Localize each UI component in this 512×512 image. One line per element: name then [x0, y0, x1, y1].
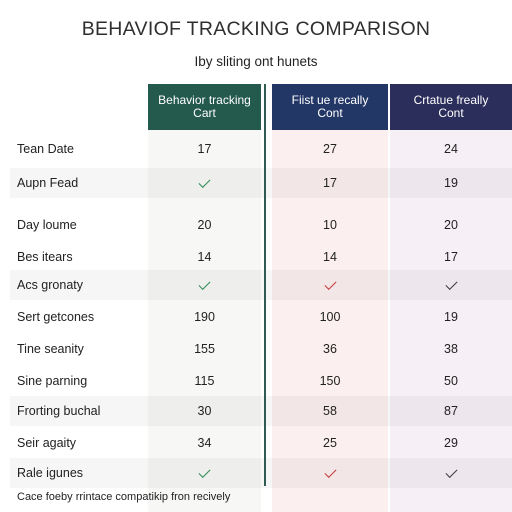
table-cell: 155 — [194, 342, 215, 356]
table-cell: 20 — [197, 218, 212, 232]
table-cell: 17 — [197, 142, 212, 156]
row-label: Sine parning — [17, 374, 88, 388]
row-label: Bes itears — [17, 250, 73, 264]
row-label: Frorting buchal — [17, 404, 101, 418]
column-header-line1: Behavior tracking — [158, 93, 251, 107]
row-label: Acs gronaty — [17, 278, 84, 292]
checkmark-icon — [198, 175, 211, 188]
column-header-creature-freally: Crtatue freally Cont — [390, 84, 512, 130]
table-cell: 17 — [323, 176, 337, 190]
checkmark-icon — [323, 277, 337, 290]
table-cell: 30 — [197, 404, 212, 418]
table-cell: 27 — [323, 142, 337, 156]
column-header-line2: Cont — [317, 106, 343, 120]
table-cell: 14 — [323, 250, 337, 264]
checkmark-icon — [323, 465, 337, 478]
table-cell: 50 — [444, 374, 458, 388]
table-cell: 29 — [444, 436, 458, 450]
table-cell: 87 — [444, 404, 458, 418]
table-row: Seir agaity 34 25 29 — [10, 428, 512, 458]
column-background-3 — [390, 130, 512, 512]
table-cell: 58 — [323, 404, 337, 418]
row-label: Tean Date — [17, 142, 74, 156]
table-cell: 36 — [323, 342, 337, 356]
row-label: Rale igunes — [17, 466, 84, 480]
row-label: Sert getcones — [17, 310, 95, 324]
table-cell: 34 — [197, 436, 212, 450]
table-cell: 25 — [323, 436, 337, 450]
checkmark-icon — [198, 465, 211, 478]
column-header-line2: Cont — [438, 106, 464, 120]
page-title: BEHAVIOF TRACKING COMPARISON — [81, 18, 431, 40]
table-cell: 17 — [444, 250, 458, 264]
table-row: Aupn Fead 17 19 — [10, 168, 512, 198]
row-label: Tine seanity — [17, 342, 84, 356]
check-icon — [148, 270, 261, 300]
table-cell: 38 — [444, 342, 458, 356]
table-cell: 20 — [444, 218, 458, 232]
row-label: Aupn Fead — [17, 176, 79, 190]
table-cell: 150 — [319, 374, 341, 388]
table-cell: 10 — [323, 218, 337, 232]
table-row: Frorting buchal 30 58 87 — [10, 396, 512, 426]
row-label: Day loume — [17, 218, 77, 232]
table-row: Bes itears 14 14 17 — [10, 242, 512, 272]
check-icon — [272, 270, 388, 300]
check-icon — [148, 168, 261, 198]
column-background-1 — [148, 130, 261, 512]
table-cell: 100 — [319, 310, 341, 324]
checkmark-icon — [198, 277, 211, 290]
column-header-line1: Fiist ue recally — [291, 93, 369, 107]
footer-note: Cace foeby rrintace compatikip fron reci… — [17, 491, 231, 503]
column-header-first-recally: Fiist ue recally Cont — [272, 84, 388, 130]
table-cell: 19 — [444, 310, 458, 324]
row-label: Seir agaity — [17, 436, 77, 450]
check-icon — [148, 458, 261, 488]
column-header-line1: Crtatue freally — [413, 93, 489, 107]
table-row: Rale igunes — [10, 458, 512, 488]
checkmark-icon — [444, 465, 458, 478]
check-icon — [390, 458, 512, 488]
column-header-line2: Cart — [193, 106, 216, 120]
table-row: Sert getcones 190 100 19 — [10, 302, 512, 332]
column-background-2 — [272, 130, 388, 512]
table-cell: 14 — [197, 250, 212, 264]
table-row: Acs gronaty — [10, 270, 512, 300]
column-header-behavior-tracking: Behavior tracking Cart — [148, 84, 261, 130]
column-divider — [264, 84, 266, 486]
table-cell: 19 — [444, 176, 458, 190]
table-row: Tean Date 17 27 24 — [10, 134, 512, 164]
table-row: Tine seanity 155 36 38 — [10, 334, 512, 364]
check-icon — [390, 270, 512, 300]
table-row: Day loume 20 10 20 — [10, 210, 512, 240]
table-cell: 115 — [194, 374, 215, 388]
check-icon — [272, 458, 388, 488]
table-row: Sine parning 115 150 50 — [10, 366, 512, 396]
table-cell: 24 — [444, 142, 458, 156]
table-cell: 190 — [194, 310, 215, 324]
checkmark-icon — [444, 277, 458, 290]
page-subtitle: Iby sliting ont hunets — [194, 54, 318, 69]
